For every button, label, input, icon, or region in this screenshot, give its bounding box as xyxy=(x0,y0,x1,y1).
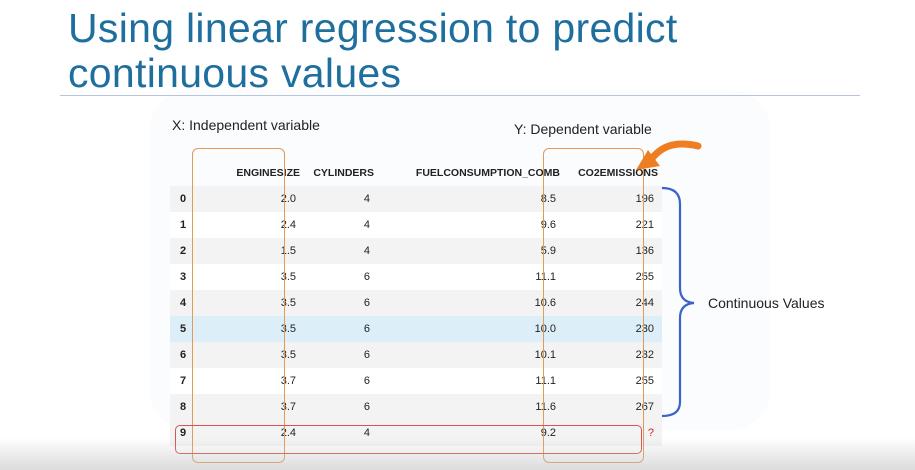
table-row: 3 3.5 6 11.1 255 xyxy=(170,264,662,290)
row-index: 7 xyxy=(170,368,202,394)
enginesize-cell: 3.5 xyxy=(202,316,304,342)
co2-cell: 255 xyxy=(564,368,662,394)
cylinders-cell: 6 xyxy=(304,316,378,342)
co2-cell: 244 xyxy=(564,290,662,316)
dependent-variable-label: Y: Dependent variable xyxy=(514,121,652,137)
table-row: 0 2.0 4 8.5 196 xyxy=(170,186,662,212)
cylinders-header: CYLINDERS xyxy=(313,167,374,179)
row-index: 8 xyxy=(170,394,202,420)
independent-variable-label: X: Independent variable xyxy=(172,117,320,133)
row-index: 5 xyxy=(170,316,202,342)
title-line-1: Using linear regression to predict xyxy=(68,5,678,51)
table-row: 4 3.5 6 10.6 244 xyxy=(170,290,662,316)
continuous-values-label: Continuous Values xyxy=(708,295,825,311)
table-header-row: ENGINESIZE CYLINDERS FUELCONSUMPTION_COM… xyxy=(170,160,662,186)
cylinders-cell: 6 xyxy=(304,264,378,290)
enginesize-cell: 2.4 xyxy=(202,212,304,238)
co2-cell: 255 xyxy=(564,264,662,290)
fuel-cell: 11.1 xyxy=(378,368,564,394)
enginesize-cell: 3.7 xyxy=(202,394,304,420)
row-index: 3 xyxy=(170,264,202,290)
table-row: 1 2.4 4 9.6 221 xyxy=(170,212,662,238)
fuel-cell: 8.5 xyxy=(378,186,564,212)
data-table: ENGINESIZE CYLINDERS FUELCONSUMPTION_COM… xyxy=(170,160,662,446)
row-index: 4 xyxy=(170,290,202,316)
table-row: 7 3.7 6 11.1 255 xyxy=(170,368,662,394)
row-index: 6 xyxy=(170,342,202,368)
fuel-cell: 10.0 xyxy=(378,316,564,342)
cylinders-cell: 4 xyxy=(304,238,378,264)
enginesize-cell: 2.0 xyxy=(202,186,304,212)
fuel-cell: 11.1 xyxy=(378,264,564,290)
fuel-cell: 10.6 xyxy=(378,290,564,316)
slide-title: Using linear regression to predict conti… xyxy=(68,6,888,96)
table-row: 2 1.5 4 5.9 136 xyxy=(170,238,662,264)
fuel-cell: 9.6 xyxy=(378,212,564,238)
enginesize-cell: 3.5 xyxy=(202,290,304,316)
row-index: 0 xyxy=(170,186,202,212)
co2-cell: 230 xyxy=(564,316,662,342)
fuel-cell: 11.6 xyxy=(378,394,564,420)
cylinders-cell: 4 xyxy=(304,186,378,212)
bottom-shadow xyxy=(0,438,915,470)
fuel-cell: 10.1 xyxy=(378,342,564,368)
co2-cell: 221 xyxy=(564,212,662,238)
co2-cell: 267 xyxy=(564,394,662,420)
row-index: 1 xyxy=(170,212,202,238)
fuel-cell: 5.9 xyxy=(378,238,564,264)
co2emissions-header: CO2EMISSIONS xyxy=(578,167,658,179)
co2-cell: 232 xyxy=(564,342,662,368)
title-line-2: continuous values xyxy=(68,50,402,96)
enginesize-cell: 1.5 xyxy=(202,238,304,264)
fuelconsumption-header: FUELCONSUMPTION_COMB xyxy=(415,167,560,179)
co2-cell: 136 xyxy=(564,238,662,264)
cylinders-cell: 6 xyxy=(304,342,378,368)
arrow-head-icon xyxy=(636,150,660,170)
curly-brace-icon xyxy=(661,186,695,418)
cylinders-cell: 6 xyxy=(304,394,378,420)
cylinders-cell: 6 xyxy=(304,368,378,394)
cylinders-cell: 6 xyxy=(304,290,378,316)
cylinders-cell: 4 xyxy=(304,212,378,238)
table-row: 8 3.7 6 11.6 267 xyxy=(170,394,662,420)
table-row: 6 3.5 6 10.1 232 xyxy=(170,342,662,368)
title-divider xyxy=(60,95,860,96)
enginesize-cell: 3.5 xyxy=(202,264,304,290)
row-index: 2 xyxy=(170,238,202,264)
co2-cell: 196 xyxy=(564,186,662,212)
table-row-highlighted: 5 3.5 6 10.0 230 xyxy=(170,316,662,342)
